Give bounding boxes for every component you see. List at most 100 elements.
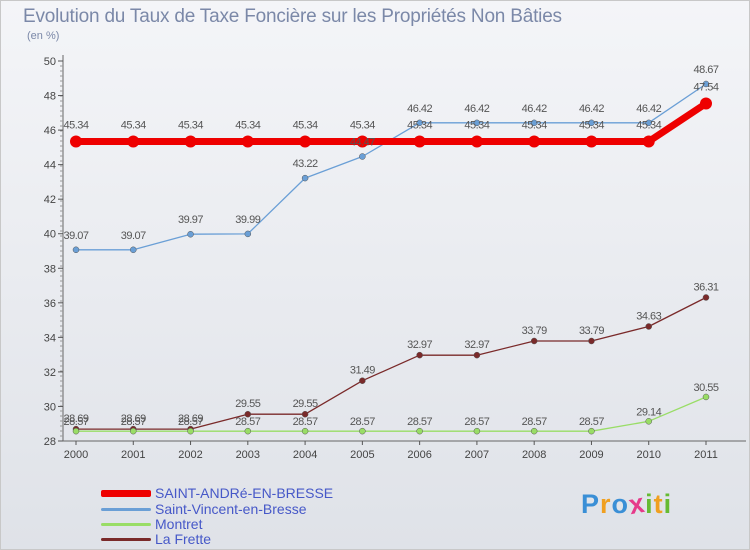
data-point (473, 351, 481, 359)
legend-swatch (101, 522, 151, 526)
data-point (473, 119, 481, 127)
data-point (588, 119, 595, 127)
data-point (473, 427, 481, 435)
data-label: 33.79 (579, 325, 604, 337)
data-point (301, 427, 309, 435)
y-tick-label: 30 (44, 401, 56, 413)
data-point (588, 337, 595, 345)
y-tick-label: 28 (44, 436, 56, 448)
y-tick-label: 36 (44, 298, 56, 310)
data-point (416, 427, 423, 435)
data-label: 45.34 (235, 119, 260, 131)
y-tick-label: 44 (44, 160, 56, 172)
data-label: 28.57 (121, 416, 146, 428)
data-point (299, 135, 312, 148)
chart-title: Evolution du Taux de Taxe Foncière sur l… (23, 6, 562, 27)
legend-label: Montret (155, 516, 203, 532)
data-point (244, 230, 252, 238)
data-label: 45.34 (407, 119, 432, 131)
data-label: 46.42 (522, 103, 547, 115)
x-tick-label: 2004 (293, 449, 317, 461)
data-point (127, 135, 140, 148)
data-label: 45.34 (63, 119, 88, 131)
logo-letter: t (653, 489, 664, 519)
data-point (700, 97, 712, 110)
data-point (530, 337, 538, 345)
data-point (416, 351, 423, 359)
data-point (130, 246, 137, 254)
data-label: 28.57 (407, 416, 432, 428)
data-label: 39.07 (121, 230, 146, 242)
data-label: 45.34 (636, 119, 661, 131)
logo-letter: P (581, 489, 601, 519)
y-tick-label: 46 (44, 125, 56, 137)
data-point (528, 135, 541, 148)
series-line (76, 83, 707, 251)
data-label: 45.34 (464, 119, 489, 131)
data-point (470, 135, 483, 148)
legend-swatch (101, 489, 151, 497)
data-label: 28.69 (63, 413, 88, 425)
y-tick-label: 32 (44, 367, 56, 379)
series-line (76, 396, 707, 432)
series-line (76, 100, 708, 145)
data-label: 46.42 (464, 103, 489, 115)
data-point (301, 410, 309, 418)
y-tick-label: 40 (44, 229, 56, 241)
data-point (642, 135, 655, 148)
data-point (359, 427, 366, 435)
legend-label: La Frette (155, 531, 212, 547)
data-label: 43.22 (293, 158, 318, 170)
x-tick-label: 2005 (350, 449, 374, 461)
legend-item-saint-andre: SAINT-ANDRé-EN-BRESSE (101, 485, 333, 501)
legend-swatch (101, 507, 151, 511)
y-tick-label: 48 (44, 91, 56, 103)
data-point (359, 153, 366, 160)
data-point (241, 135, 254, 148)
data-label: 39.07 (63, 230, 88, 242)
data-point (702, 294, 710, 301)
data-point (413, 135, 426, 148)
data-label: 36.31 (693, 281, 718, 293)
data-point (645, 323, 652, 330)
data-point (187, 427, 194, 435)
x-tick-label: 2002 (178, 449, 202, 461)
legend-label: SAINT-ANDRé-EN-BRESSE (155, 485, 334, 501)
x-tick-label: 2000 (64, 449, 88, 461)
x-tick-label: 2007 (465, 449, 489, 461)
data-label: 28.57 (293, 416, 318, 428)
x-tick-label: 2006 (407, 449, 431, 461)
legend-label: Saint-Vincent-en-Bresse (155, 501, 307, 517)
data-label: 30.55 (693, 382, 718, 394)
data-label: 44.47 (350, 137, 375, 149)
data-label: 45.34 (579, 119, 604, 131)
data-label: 28.69 (121, 413, 146, 425)
logo-letter: o (611, 489, 630, 519)
data-label: 45.34 (522, 119, 547, 131)
data-label: 28.57 (579, 416, 604, 428)
data-point (702, 80, 710, 88)
data-label: 46.42 (579, 103, 604, 115)
y-tick-label: 38 (44, 263, 56, 275)
data-label: 29.55 (293, 398, 318, 410)
data-point (72, 427, 80, 435)
chart-unit-label: (en %) (27, 30, 60, 42)
y-tick-label: 50 (44, 56, 56, 68)
data-label: 32.97 (407, 339, 432, 351)
x-tick-label: 2008 (522, 449, 546, 461)
proxiti-logo: Proxiti (581, 488, 672, 520)
data-point (356, 135, 369, 148)
legend-item-la-frette: La Frette (101, 531, 211, 547)
data-labels: 39.07 39.07 39.97 39.99 43.22 44.47 46.42 46.42… (63, 64, 719, 428)
data-label: 33.79 (522, 325, 547, 337)
data-label: 28.57 (464, 416, 489, 428)
data-label: 28.69 (178, 413, 203, 425)
data-label: 46.42 (636, 103, 661, 115)
logo-letter: r (600, 489, 612, 519)
data-label: 28.57 (235, 416, 260, 428)
data-point (530, 427, 538, 435)
data-label: 28.57 (350, 416, 375, 428)
data-point (645, 418, 652, 425)
data-label: 45.34 (178, 119, 203, 131)
